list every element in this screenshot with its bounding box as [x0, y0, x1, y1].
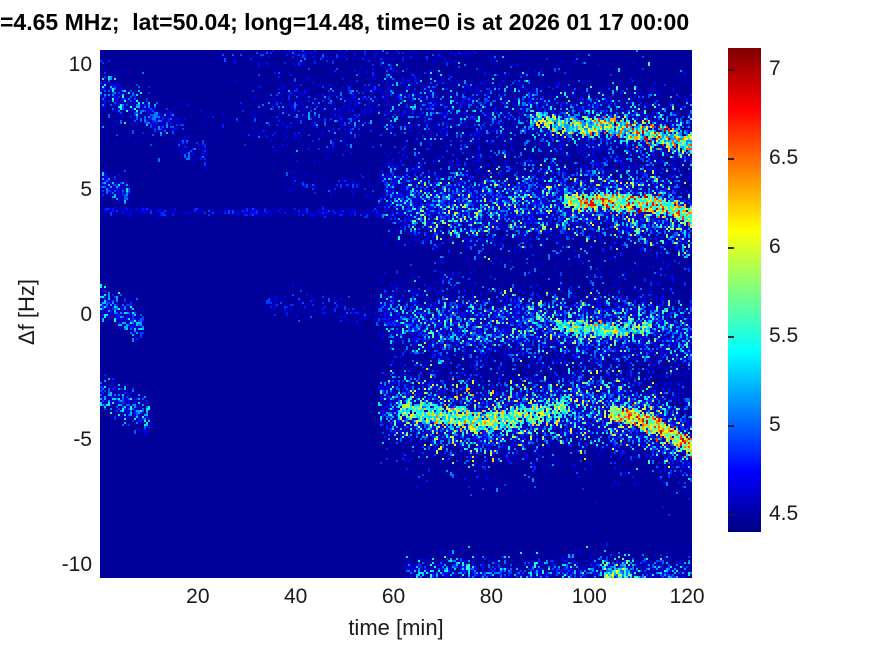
x-tick-label: 80 — [479, 585, 504, 608]
figure-title: =4.65 MHz; lat=50.04; long=14.48, time=0… — [0, 9, 690, 35]
colorbar-tick-label: 7 — [769, 57, 781, 81]
colorbar-tick-label: 5.5 — [769, 324, 799, 348]
y-tick-label: -5 — [73, 428, 92, 451]
colorbar-tick-label: 6 — [769, 235, 781, 259]
x-tick-label: 40 — [284, 585, 308, 608]
y-tick-label: 10 — [68, 53, 92, 76]
x-tick-label: 120 — [669, 585, 705, 608]
x-tick-label: 20 — [186, 585, 210, 608]
y-tick-label: -10 — [61, 553, 92, 576]
x-tick-label: 60 — [381, 585, 406, 608]
x-tick-label: 100 — [571, 585, 607, 608]
colorbar-tick-label: 6.5 — [769, 146, 799, 170]
y-tick-label: 5 — [80, 178, 92, 201]
spectrogram-plot-area — [100, 50, 692, 578]
colorbar — [728, 48, 761, 532]
colorbar-tick-label: 4.5 — [769, 502, 799, 526]
y-tick-label: 0 — [80, 303, 92, 326]
colorbar-tick-label: 5 — [769, 413, 781, 437]
x-axis-label: time [min] — [348, 615, 444, 640]
